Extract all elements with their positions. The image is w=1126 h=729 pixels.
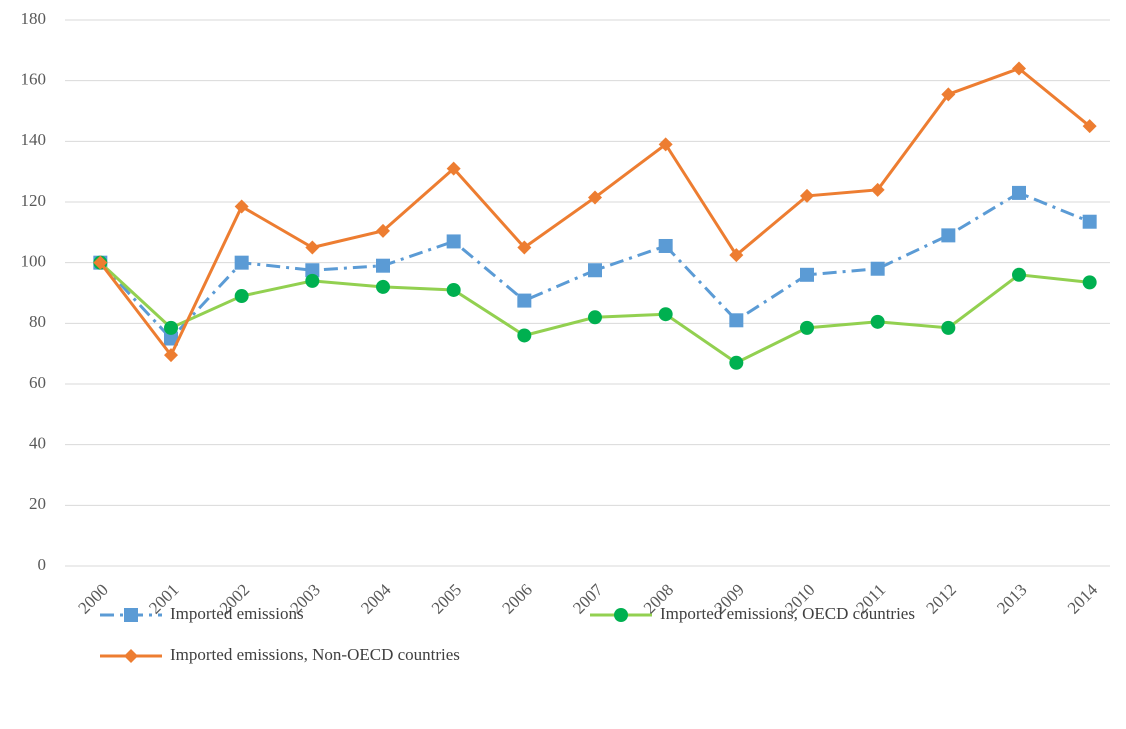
x-tick-label: 2005	[428, 580, 465, 617]
point	[588, 263, 602, 278]
y-tick-label: 20	[29, 494, 46, 513]
point	[517, 328, 532, 343]
point	[1012, 267, 1026, 282]
point	[870, 314, 885, 329]
point	[800, 320, 814, 335]
y-tick-label: 160	[21, 70, 47, 89]
point	[446, 234, 461, 249]
legend-label: Imported emissions, OECD countries	[660, 604, 915, 623]
point	[941, 228, 956, 243]
point	[446, 161, 461, 176]
point	[234, 289, 249, 304]
point	[305, 240, 320, 255]
y-tick-label: 0	[38, 555, 47, 574]
legend-marker	[614, 608, 628, 622]
point	[588, 310, 602, 325]
legend: Imported emissions Imported emissions, OE…	[100, 604, 915, 664]
x-tick-label: 2004	[357, 580, 395, 618]
point	[164, 320, 178, 335]
point	[941, 320, 956, 335]
x-tick-label: 2014	[1064, 580, 1102, 618]
series	[93, 185, 1097, 346]
point	[93, 255, 108, 270]
legend-label: Imported emissions	[170, 604, 304, 623]
point	[729, 313, 744, 328]
point	[1012, 61, 1026, 76]
point	[1082, 214, 1097, 229]
point	[376, 258, 390, 273]
x-tick-label: 2006	[498, 580, 535, 617]
legend-marker	[124, 608, 138, 622]
y-tick-label: 40	[29, 434, 46, 453]
y-tick-label: 180	[21, 9, 47, 28]
y-tick-label: 60	[29, 373, 46, 392]
x-tick-label: 2012	[922, 580, 959, 617]
point	[941, 87, 956, 102]
legend-label: Imported emissions, Non-OECD countries	[170, 645, 460, 664]
point	[658, 137, 673, 152]
point	[234, 255, 249, 270]
series	[93, 61, 1097, 363]
x-tick-label: 2013	[993, 580, 1030, 617]
legend-marker	[124, 649, 138, 663]
x-tick-label: 2007	[569, 580, 607, 618]
point	[1012, 185, 1026, 200]
point	[658, 307, 673, 322]
point	[658, 238, 673, 253]
point	[234, 199, 249, 214]
point	[164, 348, 178, 363]
point	[729, 248, 744, 263]
point	[588, 190, 602, 205]
point	[517, 293, 532, 308]
point	[305, 263, 320, 278]
point	[1082, 275, 1097, 290]
x-tick-label: 2000	[74, 580, 111, 617]
point	[376, 279, 390, 294]
point	[517, 240, 532, 255]
point	[164, 331, 178, 346]
point	[800, 267, 814, 282]
point	[870, 182, 885, 197]
y-tick-label: 100	[21, 252, 47, 271]
point	[800, 188, 814, 203]
y-tick-label: 120	[21, 191, 47, 210]
point	[446, 282, 461, 297]
point	[376, 223, 390, 238]
point	[1082, 119, 1097, 134]
point	[305, 273, 320, 288]
y-tick-label: 140	[21, 130, 47, 149]
point	[870, 261, 885, 276]
y-tick-label: 80	[29, 312, 46, 331]
point	[729, 355, 744, 370]
